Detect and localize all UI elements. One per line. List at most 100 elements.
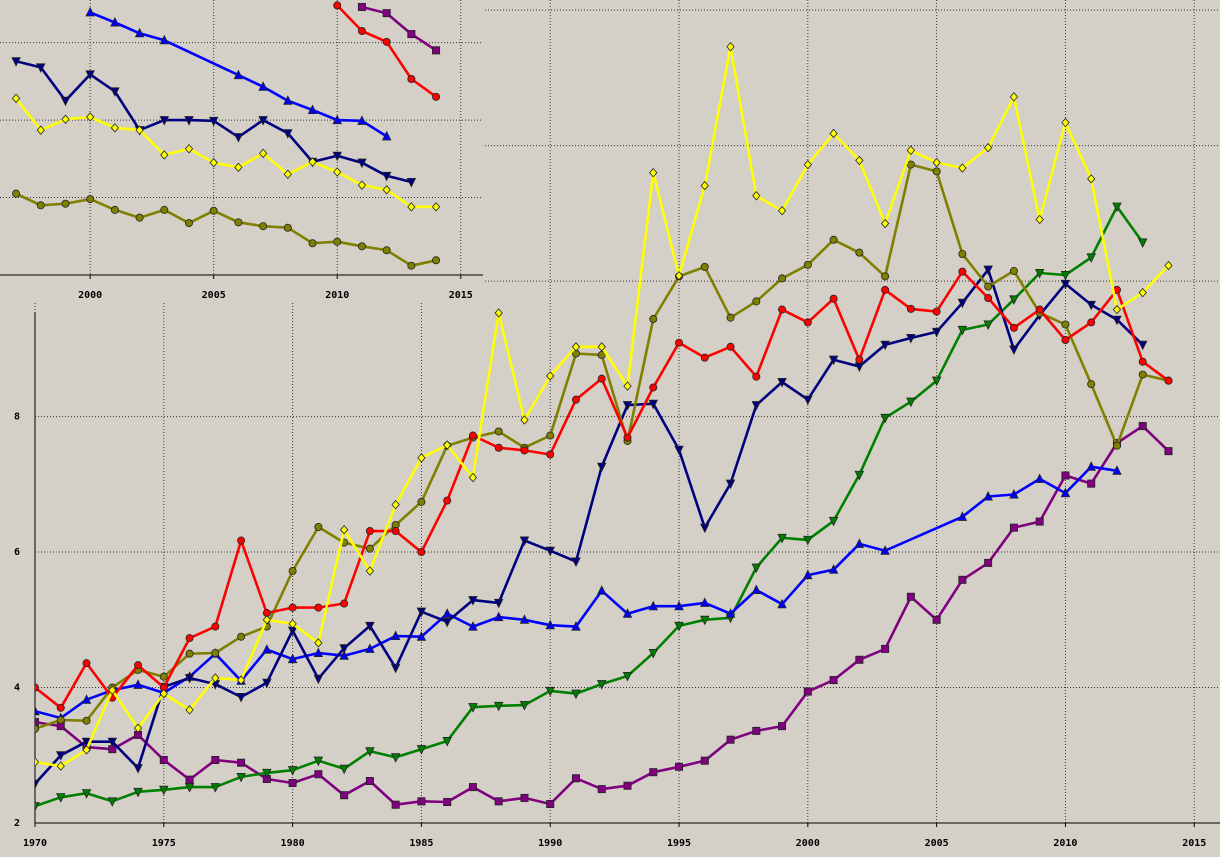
data-point — [649, 768, 658, 777]
data-point — [258, 148, 268, 159]
data-point — [339, 650, 349, 660]
data-point — [725, 479, 736, 490]
data-point — [1086, 461, 1096, 471]
data-point — [211, 648, 220, 657]
data-point — [110, 87, 120, 97]
data-point — [208, 116, 219, 127]
data-point — [984, 294, 993, 303]
data-point — [308, 157, 317, 167]
data-point — [648, 399, 659, 410]
x-tick-label: 2005 — [925, 838, 949, 849]
data-point — [520, 446, 529, 455]
data-point — [333, 1, 342, 10]
data-point — [545, 686, 555, 697]
data-point — [777, 378, 787, 388]
data-point — [1061, 471, 1070, 480]
data-point — [11, 57, 21, 67]
y-tick-label: 2 — [14, 818, 20, 829]
data-point — [339, 644, 349, 654]
data-point — [308, 239, 317, 248]
x-tick-label: 2015 — [1182, 838, 1206, 849]
data-point — [700, 756, 709, 765]
data-point — [829, 676, 838, 685]
data-point — [357, 180, 367, 190]
data-point — [35, 779, 40, 790]
data-point — [314, 603, 323, 612]
data-point — [133, 764, 143, 774]
data-point — [365, 527, 374, 536]
data-point — [1164, 260, 1173, 271]
data-point — [881, 272, 890, 281]
data-point — [417, 797, 426, 806]
data-point — [958, 267, 967, 276]
data-point — [494, 797, 503, 806]
data-point — [159, 34, 170, 45]
data-point — [234, 162, 243, 173]
data-point — [442, 608, 452, 618]
data-point — [777, 598, 787, 609]
data-point — [931, 327, 942, 338]
data-point — [519, 701, 530, 711]
data-point — [135, 213, 144, 222]
chart-panel — [0, 0, 483, 302]
data-point — [417, 497, 426, 506]
data-point — [726, 735, 735, 744]
y-tick-label: 6 — [14, 547, 20, 558]
data-point — [649, 168, 658, 178]
data-point — [357, 115, 367, 125]
data-point — [649, 315, 658, 324]
series-line — [361, 5, 437, 52]
data-point — [391, 499, 400, 510]
data-point — [1137, 340, 1148, 351]
data-point — [82, 659, 91, 668]
data-point — [160, 205, 169, 214]
data-point — [184, 144, 194, 154]
data-point — [1112, 202, 1122, 213]
data-point — [135, 125, 144, 135]
data-point — [365, 544, 374, 553]
data-point — [382, 37, 391, 46]
data-point — [110, 123, 120, 133]
data-point — [288, 619, 297, 629]
data-point — [932, 307, 941, 316]
data-point — [159, 688, 168, 699]
data-point — [623, 381, 632, 391]
x-tick-label: 1975 — [152, 838, 176, 849]
data-point — [957, 511, 968, 521]
data-point — [159, 756, 168, 765]
data-point — [828, 564, 839, 574]
data-point — [546, 800, 555, 809]
data-point — [906, 145, 916, 156]
data-point — [314, 770, 323, 779]
data-point — [674, 445, 684, 456]
data-point — [390, 663, 401, 674]
data-point — [571, 395, 580, 404]
data-point — [1112, 304, 1122, 315]
data-point — [751, 563, 762, 574]
series-line — [35, 268, 1144, 785]
data-point — [60, 96, 71, 107]
series-line — [35, 205, 1144, 808]
data-point — [546, 450, 555, 459]
data-point — [36, 201, 45, 210]
data-point — [82, 716, 91, 725]
data-point — [752, 297, 761, 306]
data-point — [259, 222, 268, 231]
data-point — [726, 313, 735, 322]
data-point — [431, 202, 441, 212]
data-point — [828, 355, 839, 366]
data-point — [648, 600, 659, 611]
data-point — [365, 621, 375, 632]
data-point — [237, 632, 246, 641]
data-point — [407, 261, 416, 270]
data-point — [416, 607, 427, 618]
x-tick-label: 2000 — [78, 290, 102, 301]
data-point — [442, 617, 452, 628]
data-point — [258, 81, 268, 91]
data-point — [622, 672, 633, 682]
data-point — [365, 643, 375, 653]
data-point — [1087, 479, 1096, 488]
data-point — [700, 597, 710, 607]
data-point — [571, 342, 581, 352]
data-point — [984, 142, 993, 153]
